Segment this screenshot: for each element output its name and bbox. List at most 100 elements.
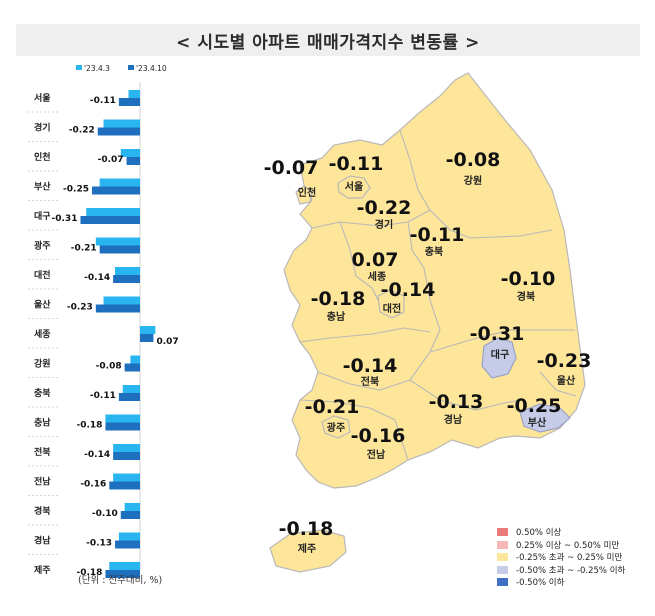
bar-legend: '23.4.3 '23.4.10	[76, 64, 167, 73]
bar-row: 대전 -0.14	[28, 267, 140, 290]
legend-swatch	[497, 528, 508, 537]
bar-prev	[86, 208, 140, 216]
bar-row: 광주 -0.21	[28, 237, 140, 260]
data-label: -0.18	[76, 421, 102, 431]
map-region-name: 서울	[345, 180, 363, 193]
map-region-incheon	[295, 185, 313, 205]
map-borders	[299, 129, 577, 461]
legend-swatch	[497, 540, 508, 549]
map-value: -0.18	[311, 288, 366, 310]
bar-prev	[122, 385, 140, 393]
chart-title: < 시도별 아파트 매매가격지수 변동률 >	[176, 32, 480, 53]
data-label: -0.21	[71, 244, 97, 254]
legend-label: -0.50% 이하	[516, 578, 565, 589]
map-region-name: 부산	[528, 416, 547, 429]
bar-curr	[97, 127, 140, 136]
bar-curr	[124, 363, 140, 372]
legend-label-curr: '23.4.10	[136, 64, 167, 73]
bar-prev	[109, 562, 140, 570]
bar-prev	[95, 237, 140, 246]
bar-curr	[92, 186, 140, 195]
chart-title-bar: < 시도별 아파트 매매가격지수 변동률 >	[16, 24, 640, 56]
map-value: -0.14	[343, 355, 398, 377]
map-value: -0.21	[305, 396, 360, 418]
map-value: -0.22	[357, 197, 412, 219]
data-label: -0.31	[52, 214, 78, 224]
data-label: -0.13	[86, 539, 112, 549]
bar-prev	[140, 326, 156, 334]
category-label: 서울	[34, 92, 51, 104]
legend-swatch	[497, 578, 508, 587]
map-region-name: 대구	[491, 348, 509, 361]
data-label: -0.23	[67, 303, 93, 313]
map-region-name: 경남	[444, 413, 463, 426]
map-region-busan	[519, 403, 571, 433]
map-region-name: 대전	[383, 302, 401, 315]
unit-note: (단위 : 전주대비, %)	[78, 575, 163, 586]
bar-curr	[105, 422, 140, 431]
bar-row: 세종 0.07	[28, 326, 179, 349]
map-value: -0.25	[507, 395, 562, 417]
bar-row: 서울 -0.11	[28, 90, 140, 113]
map-region-name: 세종	[368, 270, 386, 283]
legend-swatch	[497, 553, 508, 562]
map-region-name: 전북	[361, 375, 379, 388]
bar-row: 충남 -0.18	[28, 414, 140, 437]
bar-curr	[105, 570, 140, 578]
bar-prev	[124, 503, 140, 511]
map-region-daegu	[481, 337, 517, 379]
bar-prev	[118, 532, 140, 541]
data-label: -0.08	[96, 362, 122, 372]
legend-label: 0.50% 이상	[516, 528, 562, 539]
bar-curr	[113, 275, 140, 283]
bar-curr	[118, 393, 140, 401]
category-label: 부산	[34, 181, 51, 193]
legend-item: 0.25% 이상 ~ 0.50% 미만	[497, 539, 625, 552]
bar-curr	[95, 304, 140, 313]
bar-row: 경남 -0.13	[28, 532, 140, 555]
map-label-제주: -0.18 제주	[279, 518, 334, 555]
bar-prev	[105, 414, 140, 423]
bar-curr	[99, 245, 140, 254]
legend-label: -0.25% 초과 ~ 0.25% 미만	[516, 553, 623, 564]
legend-label-prev: '23.4.3	[84, 64, 110, 73]
map-region-seoul	[337, 175, 371, 199]
bar-row: 충북 -0.11	[28, 385, 140, 408]
data-label: -0.16	[80, 480, 106, 490]
legend-item: -0.25% 초과 ~ 0.25% 미만	[497, 551, 625, 564]
bar-chart: '23.4.3 '23.4.10 서울 -0.11 경기 -0.22 인천 -0.07 부산 -0…	[28, 64, 179, 578]
data-label: -0.18	[76, 568, 102, 578]
map-region-name: 강원	[464, 174, 482, 187]
bar-prev	[113, 444, 140, 452]
map-legend: 0.50% 이상 0.25% 이상 ~ 0.50% 미만 -0.25% 초과 ~ 0…	[497, 526, 625, 589]
category-label: 세종	[34, 328, 51, 340]
bar-prev	[128, 90, 140, 98]
map-regions	[269, 72, 586, 573]
map-region-name: 경기	[375, 218, 393, 231]
map-value: -0.18	[279, 518, 334, 540]
bar-row: 인천 -0.07	[28, 149, 140, 172]
bar-prev	[103, 296, 140, 305]
map-region-daejeon	[377, 289, 405, 319]
category-label: 충북	[34, 387, 51, 399]
bar-curr	[115, 540, 140, 549]
data-label: -0.11	[90, 96, 116, 106]
category-label: 경남	[34, 535, 51, 547]
bar-curr	[126, 157, 140, 165]
bar-prev	[113, 473, 140, 482]
bar-row: 경북 -0.10	[28, 503, 140, 526]
map-region-name: 인천	[298, 186, 316, 199]
data-label: -0.14	[84, 273, 110, 283]
map-label-강원: -0.08 강원	[446, 149, 501, 187]
legend-label: 0.25% 이상 ~ 0.50% 미만	[516, 540, 620, 551]
bar-curr	[120, 511, 140, 519]
bar-row: 대구 -0.31	[28, 208, 140, 231]
map-label-광주: -0.21 광주	[305, 396, 360, 434]
data-label: -0.10	[92, 509, 118, 519]
